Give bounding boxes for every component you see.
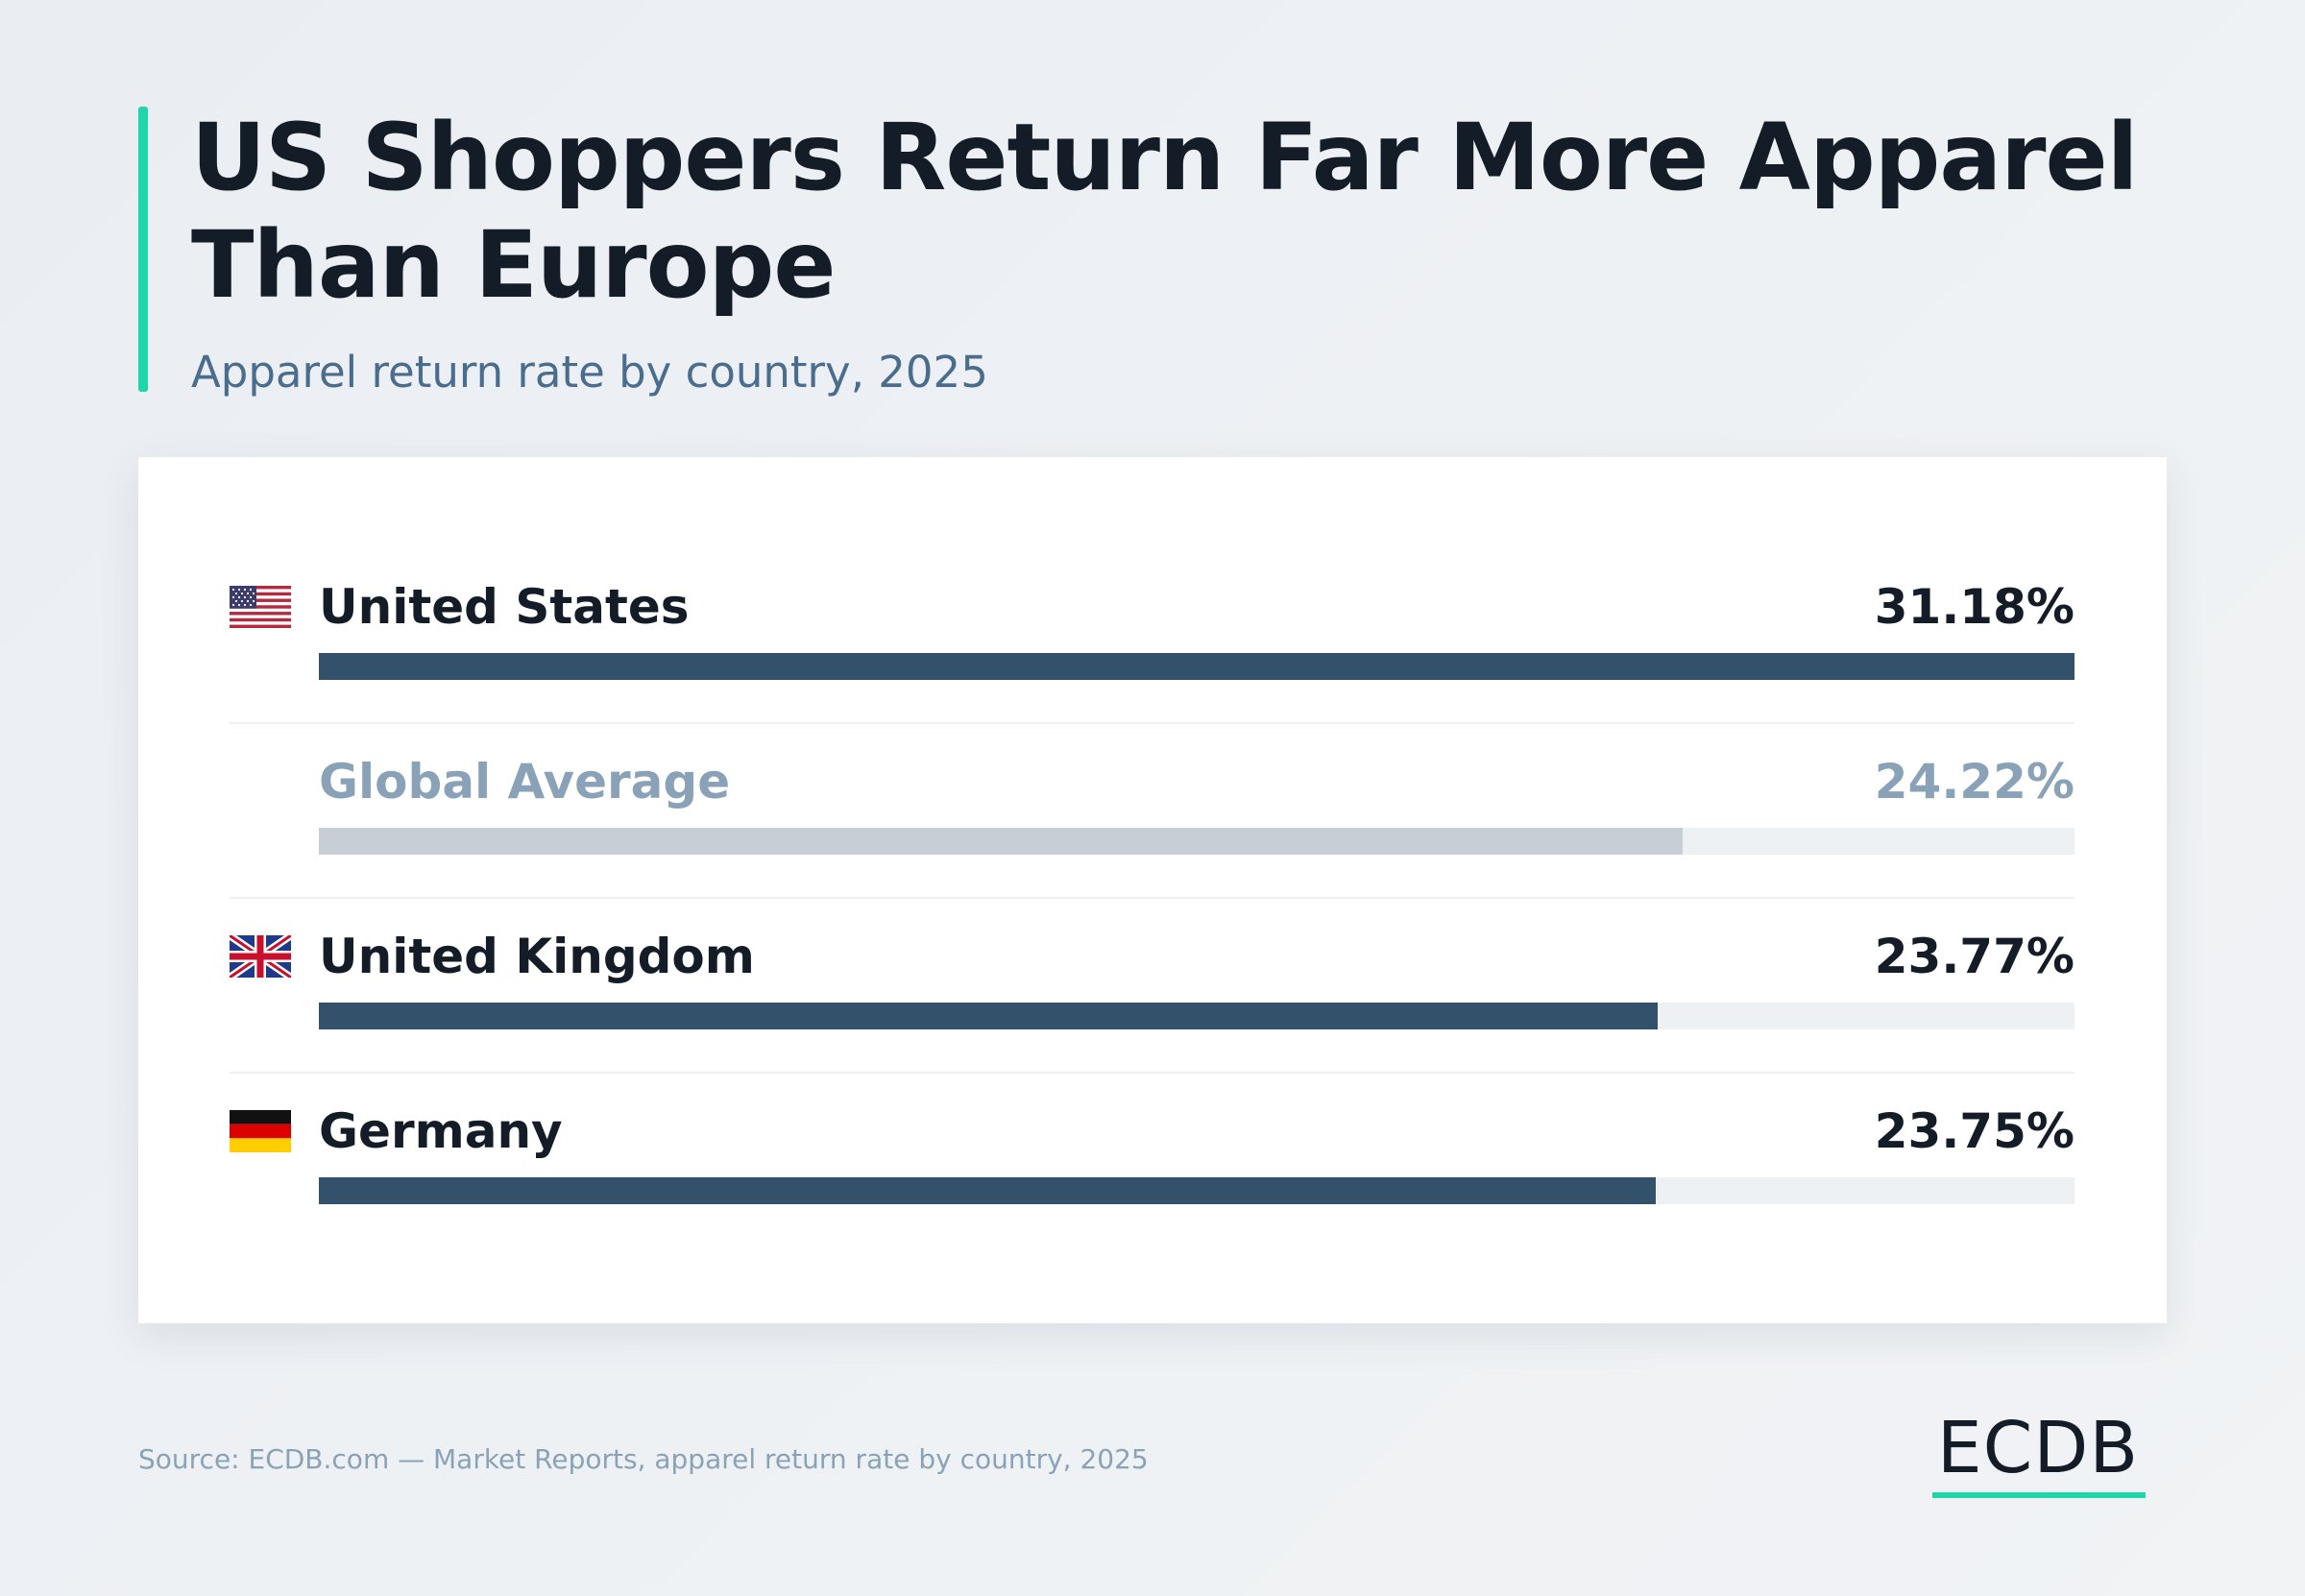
bar-row-united-states: United States 31.18% xyxy=(230,547,2074,724)
bar-united-states xyxy=(319,653,2074,680)
source-note: Source: ECDB.com — Market Reports, appar… xyxy=(138,1443,1149,1475)
germany-flag-icon xyxy=(230,1110,291,1152)
bar-value-label: 23.77% xyxy=(1874,929,2074,984)
bar-row-united-kingdom: United Kingdom 23.77% xyxy=(230,897,2074,1074)
bar-value-label: 23.75% xyxy=(1874,1103,2074,1159)
bar-label: Global Average xyxy=(319,754,731,810)
bar-global-average xyxy=(319,828,1683,855)
bar-label: United States xyxy=(319,579,690,635)
chart-title: US Shoppers Return Far More Apparel Than… xyxy=(191,104,2139,319)
bar-track xyxy=(319,1177,2074,1204)
bar-value-label: 24.22% xyxy=(1874,754,2074,810)
bar-row-germany: Germany 23.75% xyxy=(230,1072,2074,1246)
bar-value-label: 31.18% xyxy=(1874,579,2074,635)
uk-flag-icon xyxy=(230,935,291,978)
bar-track xyxy=(319,653,2074,680)
chart-card: United States 31.18% Global Average 24.2… xyxy=(138,457,2167,1323)
bar-track xyxy=(319,828,2074,855)
bar-label: United Kingdom xyxy=(319,929,755,984)
us-flag-icon xyxy=(230,586,291,628)
title-accent-bar xyxy=(138,107,148,392)
bar-row-global-average: Global Average 24.22% xyxy=(230,722,2074,899)
logo-underline xyxy=(1932,1492,2146,1498)
bar-united-kingdom xyxy=(319,1003,1658,1029)
ecdb-logo: ECDB xyxy=(1936,1407,2140,1489)
bar-germany xyxy=(319,1177,1656,1204)
bar-track xyxy=(319,1003,2074,1029)
bar-label: Germany xyxy=(319,1103,563,1159)
chart-subtitle: Apparel return rate by country, 2025 xyxy=(191,347,988,398)
